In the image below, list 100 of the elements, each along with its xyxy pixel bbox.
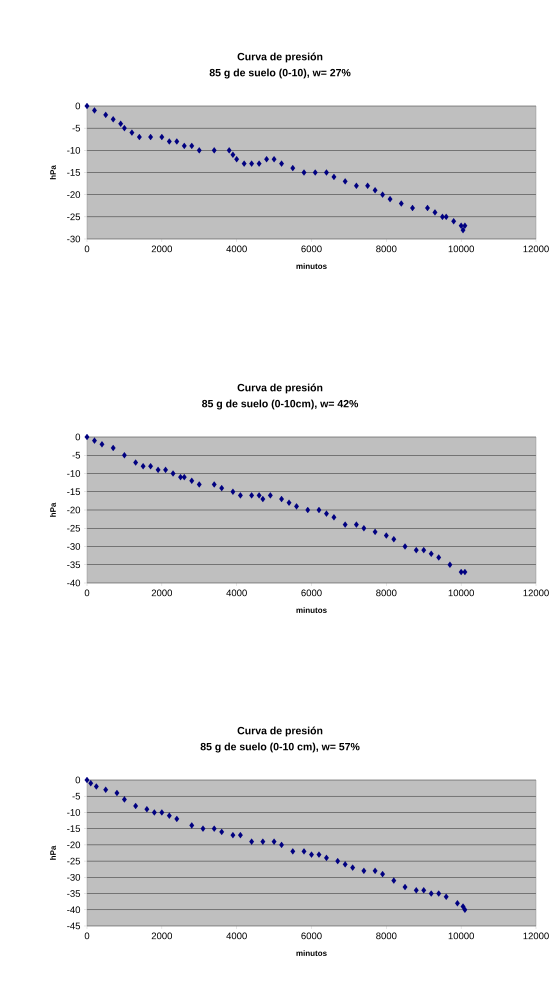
- point: [226, 147, 232, 154]
- point: [159, 134, 164, 140]
- point: [84, 434, 90, 440]
- x-tick-label: 8000: [376, 932, 397, 940]
- y-tick-label: -35: [67, 561, 80, 568]
- point: [196, 481, 202, 488]
- x-tick-label: 10000: [448, 932, 474, 940]
- y-tick-label: -5: [72, 124, 80, 132]
- point: [212, 481, 217, 488]
- point: [402, 884, 408, 890]
- point: [212, 147, 217, 154]
- y-tick-label: -20: [67, 842, 80, 848]
- x-tick-label: 10000: [448, 590, 474, 596]
- chart-title: Curva de presión: [238, 52, 322, 62]
- point: [118, 120, 124, 127]
- point: [122, 452, 127, 458]
- y-axis-title: hPa: [50, 165, 56, 180]
- point: [294, 503, 299, 510]
- point: [148, 134, 154, 140]
- y-tick-label: -15: [67, 169, 80, 176]
- point: [279, 496, 284, 502]
- point: [152, 809, 157, 816]
- point: [249, 160, 254, 167]
- x-tick-label: 2000: [152, 246, 172, 252]
- point: [425, 204, 430, 212]
- point: [402, 543, 408, 550]
- x-tick-label: 8000: [376, 246, 397, 252]
- y-tick-label: -20: [67, 506, 80, 514]
- point: [84, 102, 90, 110]
- y-tick-label: -30: [67, 236, 80, 242]
- y-tick-label: -5: [72, 792, 80, 800]
- point: [272, 838, 277, 845]
- point: [242, 160, 247, 167]
- chart-subtitle: 85 g de suelo (0-10 cm), w= 57%: [200, 742, 360, 752]
- x-tick-label: 2000: [152, 590, 172, 596]
- x-tick-label: 6000: [301, 932, 322, 940]
- x-tick-label: 12000: [524, 590, 549, 596]
- point: [140, 463, 146, 470]
- point: [249, 838, 254, 845]
- point: [444, 894, 449, 900]
- point: [110, 444, 116, 452]
- x-tick-label: 8000: [376, 590, 397, 596]
- point: [365, 182, 370, 189]
- point: [219, 484, 224, 492]
- point: [174, 816, 180, 822]
- point: [316, 851, 322, 858]
- point: [189, 142, 194, 150]
- x-tick-label: 4000: [226, 246, 247, 252]
- y-tick-label: 0: [76, 102, 80, 110]
- x-tick-label: 0: [84, 932, 90, 940]
- point: [447, 562, 452, 568]
- x-tick-label: 0: [84, 590, 90, 596]
- point: [324, 169, 329, 176]
- y-axis-title: hPa: [50, 502, 56, 517]
- y-tick-label: -45: [67, 922, 80, 930]
- point: [174, 138, 180, 145]
- point: [324, 510, 329, 517]
- point: [114, 790, 120, 796]
- y-tick-label: -5: [72, 452, 80, 459]
- x-tick-label: 2000: [152, 932, 172, 940]
- point: [414, 887, 419, 894]
- y-tick-label: -40: [67, 906, 80, 914]
- point: [290, 848, 296, 855]
- point: [249, 492, 254, 499]
- point: [264, 156, 270, 162]
- point: [166, 138, 172, 145]
- point: [122, 796, 127, 803]
- point: [372, 187, 378, 194]
- chart-title: Curva de presión: [238, 384, 322, 394]
- point: [432, 209, 438, 216]
- chart-subtitle: 85 g de suelo (0-10cm), w= 42%: [202, 400, 358, 410]
- point: [361, 525, 366, 532]
- y-tick-label: -15: [67, 825, 80, 832]
- point: [189, 478, 194, 484]
- point: [436, 554, 442, 561]
- point: [129, 129, 134, 136]
- point: [380, 191, 386, 198]
- point: [428, 890, 434, 897]
- point: [436, 890, 442, 897]
- point: [178, 474, 183, 480]
- point: [460, 226, 466, 234]
- point: [230, 152, 236, 158]
- point: [428, 550, 434, 557]
- point: [331, 174, 336, 180]
- point: [458, 222, 464, 229]
- point: [316, 506, 322, 514]
- y-tick-label: -15: [67, 488, 80, 496]
- y-tick-label: -10: [67, 146, 80, 154]
- y-tick-label: -25: [67, 524, 80, 532]
- y-tick-label: 0: [76, 434, 80, 440]
- y-tick-label: -10: [67, 809, 80, 816]
- point: [342, 178, 348, 185]
- x-tick-label: 12000: [524, 246, 549, 252]
- point: [148, 463, 154, 470]
- point: [103, 786, 108, 793]
- x-tick-label: 10000: [448, 246, 474, 252]
- y-tick-label: -30: [67, 874, 80, 881]
- point: [380, 870, 386, 878]
- point: [122, 124, 127, 132]
- point: [156, 466, 161, 474]
